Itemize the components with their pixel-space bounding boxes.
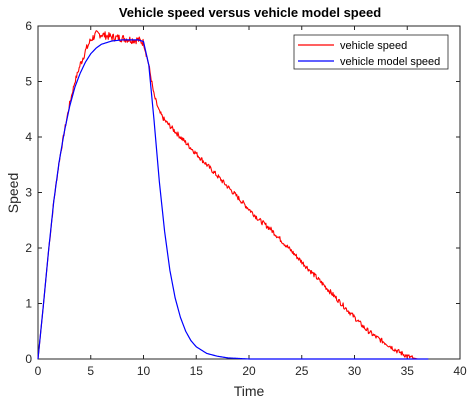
y-tick-label: 4 [25, 130, 32, 144]
x-tick-label: 25 [295, 364, 309, 378]
legend: vehicle speed vehicle model speed [293, 34, 449, 70]
y-axis-label: Speed [5, 173, 21, 213]
x-axis: 0 5 10 15 20 25 30 35 40 [35, 26, 467, 378]
y-tick-label: 1 [25, 297, 32, 311]
y-tick-label: 6 [25, 19, 32, 33]
series-line-vehicle-speed [37, 30, 428, 360]
series-layer [37, 30, 429, 360]
x-tick-label: 0 [35, 364, 42, 378]
x-tick-label: 5 [87, 364, 94, 378]
legend-box [293, 34, 449, 70]
x-tick-label: 40 [453, 364, 467, 378]
x-axis-label: Time [234, 383, 265, 399]
y-tick-label: 5 [25, 75, 32, 89]
plot-area [37, 25, 461, 360]
x-tick-label: 10 [137, 364, 151, 378]
y-tick-label: 2 [25, 241, 32, 255]
legend-label-vehicle-model-speed: vehicle model speed [340, 56, 440, 68]
x-tick-label: 35 [401, 364, 415, 378]
legend-label-vehicle-speed: vehicle speed [340, 40, 407, 52]
chart-title: Vehicle speed versus vehicle model speed [119, 5, 381, 20]
y-axis: 0 1 2 3 4 5 6 [25, 19, 460, 366]
x-tick-label: 30 [348, 364, 362, 378]
series-line-vehicle-model-speed [37, 39, 429, 360]
x-tick-label: 20 [242, 364, 256, 378]
y-tick-label: 0 [25, 352, 32, 366]
y-tick-label: 3 [25, 186, 32, 200]
x-tick-label: 15 [190, 364, 204, 378]
